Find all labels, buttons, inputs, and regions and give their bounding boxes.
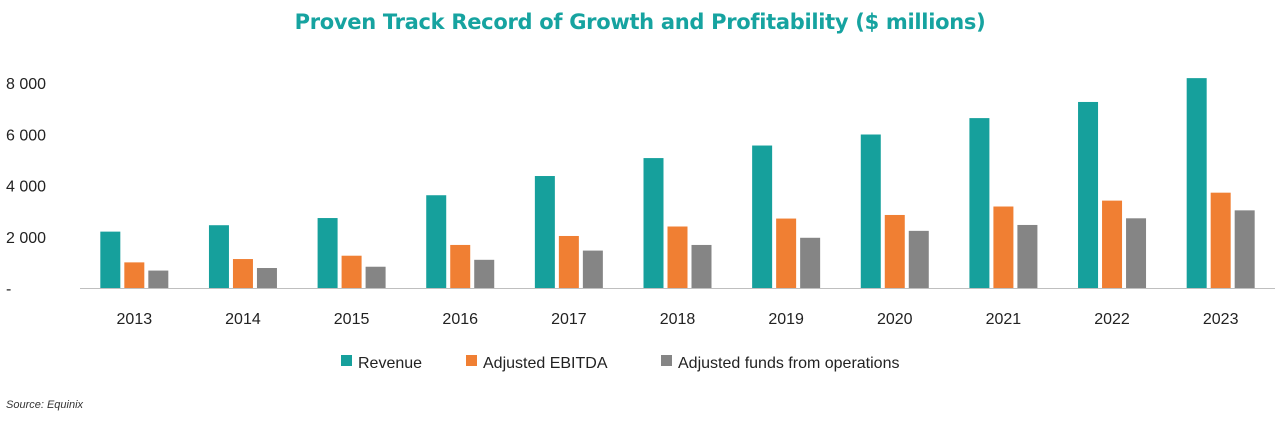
chart-title: Proven Track Record of Growth and Profit…: [294, 10, 986, 34]
x-tick-label: 2023: [1203, 311, 1239, 328]
x-tick-label: 2017: [551, 311, 587, 328]
bar-adjusted-ebitda-2013: [124, 262, 145, 288]
legend-label: Adjusted EBITDA: [483, 355, 608, 372]
bar-adjusted-ebitda-2022: [1102, 200, 1123, 288]
y-axis: - 2 000 4 000 6 000 8 000: [6, 76, 46, 298]
bar-revenue-2023: [1186, 78, 1207, 288]
legend-swatch: [661, 355, 672, 366]
legend-swatch: [341, 355, 352, 366]
bar-adjusted-funds-from-operations-2017: [582, 250, 603, 288]
bar-adjusted-ebitda-2015: [341, 255, 362, 288]
bar-adjusted-funds-from-operations-2023: [1234, 210, 1255, 288]
legend-label: Adjusted funds from operations: [678, 355, 899, 372]
x-tick-label: 2014: [225, 311, 261, 328]
bar-revenue-2018: [643, 158, 664, 288]
y-tick-label: -: [6, 281, 11, 298]
source-note: Source: Equinix: [6, 399, 84, 411]
x-tick-label: 2019: [768, 311, 804, 328]
x-tick-label: 2021: [986, 311, 1022, 328]
bar-adjusted-ebitda-2016: [450, 244, 471, 288]
bar-revenue-2017: [534, 176, 555, 288]
x-tick-label: 2022: [1094, 311, 1130, 328]
legend: Revenue Adjusted EBITDA Adjusted funds fro…: [341, 355, 899, 372]
bar-revenue-2019: [752, 145, 773, 288]
bar-adjusted-funds-from-operations-2014: [256, 268, 277, 288]
bar-adjusted-funds-from-operations-2020: [908, 230, 929, 288]
bar-adjusted-ebitda-2021: [993, 206, 1014, 288]
x-axis: 2013 2014 2015 2016 2017 2018 2019 2020 2021 2022…: [117, 311, 1239, 328]
bar-adjusted-ebitda-2017: [558, 235, 579, 288]
y-tick-label: 8 000: [6, 76, 46, 93]
bar-adjusted-funds-from-operations-2013: [148, 270, 169, 288]
bars: [100, 78, 1255, 289]
y-tick-label: 2 000: [6, 230, 46, 247]
bar-revenue-2021: [969, 118, 990, 288]
bar-revenue-2022: [1078, 101, 1099, 289]
y-tick-label: 4 000: [6, 179, 46, 196]
bar-revenue-2013: [100, 231, 121, 288]
y-tick-label: 6 000: [6, 127, 46, 144]
bar-adjusted-funds-from-operations-2015: [365, 266, 386, 288]
bar-adjusted-ebitda-2023: [1210, 192, 1231, 288]
x-tick-label: 2016: [442, 311, 478, 328]
x-tick-label: 2018: [660, 311, 696, 328]
bar-revenue-2016: [426, 195, 447, 288]
x-tick-label: 2015: [334, 311, 370, 328]
bar-adjusted-ebitda-2014: [232, 259, 253, 288]
bar-adjusted-ebitda-2019: [776, 218, 797, 288]
bar-adjusted-funds-from-operations-2021: [1017, 224, 1038, 288]
bar-adjusted-funds-from-operations-2019: [800, 237, 821, 288]
x-tick-label: 2020: [877, 311, 913, 328]
bar-revenue-2020: [860, 134, 881, 288]
bar-adjusted-ebitda-2018: [667, 226, 688, 288]
bar-adjusted-funds-from-operations-2022: [1126, 218, 1147, 288]
bar-adjusted-ebitda-2020: [884, 214, 905, 288]
bar-revenue-2015: [317, 218, 338, 288]
legend-swatch: [466, 355, 477, 366]
bar-adjusted-funds-from-operations-2016: [474, 259, 495, 288]
bar-adjusted-funds-from-operations-2018: [691, 244, 712, 288]
legend-label: Revenue: [358, 355, 422, 372]
x-tick-label: 2013: [117, 311, 153, 328]
bar-revenue-2014: [208, 225, 229, 288]
